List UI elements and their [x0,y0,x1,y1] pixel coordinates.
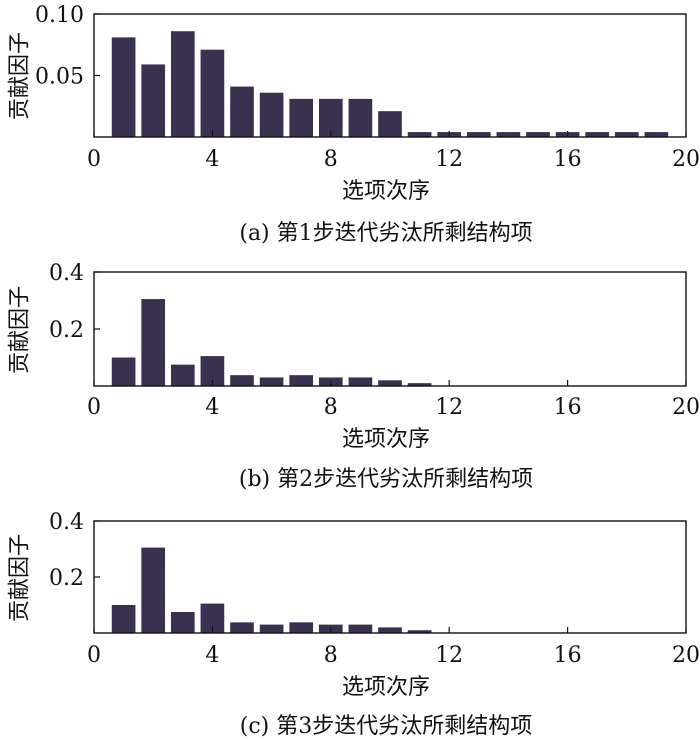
bar-c-10 [378,627,402,633]
bars-c [111,547,432,633]
bar-c-4 [200,603,225,633]
x-axis-label-a: 选项次序 [342,179,430,204]
bar-a-18 [614,132,639,137]
bar-c-3 [170,612,195,633]
bar-b-1 [111,357,136,386]
chart-panel-b: 0.2 0.4 0 4 8 12 16 20 贡献因子 选项次序 (b) 第2步迭代劣汰所剩… [8,261,700,492]
bar-a-3 [170,31,195,137]
bar-b-2 [141,299,166,386]
x-tick-label-c-5: 20 [672,643,700,668]
y-tick-label-b-0: 0.2 [49,318,84,343]
bar-b-11 [407,383,432,386]
y-ticks-b: 0.2 0.4 [49,261,100,343]
y-tick-label-a-1: 0.10 [35,3,84,28]
bar-b-10 [378,380,402,386]
bar-a-19 [644,132,669,137]
bar-c-7 [289,622,314,633]
bar-a-4 [200,49,225,137]
x-tick-label-b-5: 20 [672,395,700,420]
caption-a: (a) 第1步迭代劣汰所剩结构项 [239,221,532,246]
x-ticks-b: 0 4 8 12 16 20 [87,380,700,420]
bar-a-1 [111,37,136,138]
x-tick-label-b-3: 12 [435,395,463,420]
bar-c-6 [259,624,284,633]
y-axis-label-c: 贡献因子 [8,534,33,622]
bar-b-6 [259,377,284,386]
bar-a-15 [526,132,550,137]
x-tick-label-a-1: 4 [205,147,219,172]
x-tick-label-b-1: 4 [205,395,219,420]
x-tick-label-b-4: 16 [554,395,582,420]
bar-c-5 [230,622,254,633]
bar-a-5 [230,86,254,137]
bar-a-17 [585,132,610,137]
x-tick-label-a-3: 12 [435,147,463,172]
bars-b [111,299,432,387]
caption-c: (c) 第3步迭代劣汰所剩结构项 [240,714,532,739]
bar-b-9 [348,377,373,386]
y-ticks-c: 0.2 0.4 [49,510,100,591]
bar-c-2 [141,547,166,633]
bar-a-2 [141,64,166,137]
x-tick-label-a-0: 0 [87,147,101,172]
x-tick-label-c-0: 0 [87,643,101,668]
y-axis-label-b: 贡献因子 [8,286,33,374]
y-tick-label-b-1: 0.4 [49,261,84,286]
x-axis-label-c: 选项次序 [342,675,430,700]
x-tick-label-c-2: 8 [324,643,338,668]
y-ticks-a: 0.05 0.10 [35,3,100,90]
x-tick-label-a-4: 16 [554,147,582,172]
bars-a [111,31,669,138]
bar-a-11 [407,132,432,137]
x-tick-label-c-4: 16 [554,643,582,668]
x-tick-label-a-2: 8 [324,147,338,172]
x-ticks-c: 0 4 8 12 16 20 [87,627,700,668]
bar-c-11 [407,630,432,633]
bar-a-6 [259,92,284,137]
bar-b-3 [170,364,195,387]
y-tick-label-c-1: 0.4 [49,510,84,535]
bar-b-5 [230,375,254,386]
bar-a-8 [318,98,343,137]
bar-b-7 [289,375,314,386]
chart-panel-a: 0.05 0.10 0 4 8 12 16 20 贡献因子 选项次序 (a) 第1步迭代劣汰… [8,3,700,246]
bar-a-14 [496,132,521,137]
y-tick-label-c-0: 0.2 [49,566,84,591]
bar-a-9 [348,98,373,137]
bar-a-7 [289,98,314,137]
x-tick-label-c-1: 4 [205,643,219,668]
bar-c-9 [348,624,373,633]
x-ticks-a: 0 4 8 12 16 20 [87,131,700,172]
y-axis-label-a: 贡献因子 [8,32,33,120]
bar-a-10 [378,111,402,137]
x-tick-label-b-0: 0 [87,395,101,420]
x-tick-label-a-5: 20 [672,147,700,172]
x-tick-label-b-2: 8 [324,395,338,420]
chart-panel-c: 0.2 0.4 0 4 8 12 16 20 贡献因子 选项次序 (c) 第3步迭代劣汰所剩… [8,510,700,739]
x-tick-label-c-3: 12 [435,643,463,668]
bar-b-4 [200,356,225,386]
caption-b: (b) 第2步迭代劣汰所剩结构项 [239,467,533,492]
y-tick-label-a-0: 0.05 [35,65,84,90]
x-axis-label-b: 选项次序 [342,427,430,452]
bar-c-1 [111,605,136,633]
bar-a-13 [466,132,491,137]
